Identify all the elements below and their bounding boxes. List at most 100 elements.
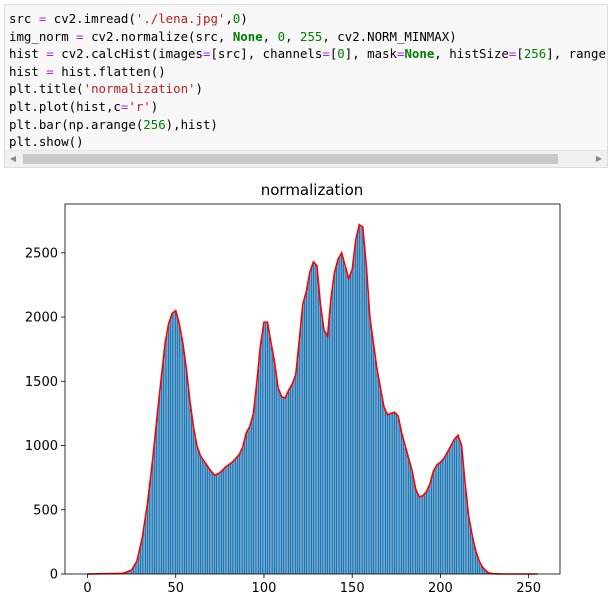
histogram-bar: [302, 304, 303, 574]
histogram-bar: [246, 433, 247, 574]
histogram-bar: [270, 343, 271, 574]
histogram-bar: [320, 304, 321, 574]
horizontal-scrollbar[interactable]: ◀ ▶: [5, 150, 607, 167]
histogram-bar: [210, 471, 211, 574]
histogram-bar: [401, 433, 402, 574]
histogram-bar: [154, 441, 155, 574]
code-token: ,: [263, 29, 278, 44]
histogram-bar: [327, 336, 328, 574]
code-editor[interactable]: src = cv2.imread('./lena.jpg',0)img_norm…: [9, 10, 607, 151]
histogram-bar: [339, 256, 340, 574]
histogram-bar: [452, 442, 453, 574]
histogram-bar: [371, 330, 372, 574]
histogram-bar: [413, 480, 414, 574]
histogram-bar: [427, 488, 428, 574]
histogram-bar: [390, 413, 391, 574]
histogram-bar: [385, 411, 386, 574]
histogram-bar: [316, 266, 317, 574]
histogram-bar: [343, 259, 344, 574]
histogram-bar: [463, 465, 464, 574]
histogram-bar: [449, 449, 450, 574]
histogram-bar: [221, 471, 222, 574]
histogram-bar: [373, 343, 374, 574]
histogram-bar: [397, 416, 398, 574]
histogram-bar: [202, 458, 203, 574]
histogram-bar: [450, 446, 451, 574]
histogram-bar: [173, 312, 174, 574]
histogram-bar: [290, 387, 291, 574]
histogram-bar: [180, 333, 181, 574]
code-token: ], ranges: [546, 46, 607, 61]
scroll-right-icon[interactable]: ▶: [591, 151, 607, 167]
histogram-bar: [311, 267, 312, 574]
x-tick-label: 100: [252, 581, 277, 596]
code-token: 256: [524, 46, 546, 61]
code-cell[interactable]: src = cv2.imread('./lena.jpg',0)img_norm…: [4, 4, 608, 168]
code-token: cv2.imread(: [54, 11, 136, 26]
y-tick-label: 1000: [25, 439, 58, 454]
histogram-bar: [226, 466, 227, 574]
code-token: ,: [225, 11, 232, 26]
histogram-bar: [283, 397, 284, 574]
histogram-bar: [237, 456, 238, 574]
histogram-bar: [459, 440, 460, 574]
x-tick-label: 50: [167, 581, 184, 596]
histogram-bar: [223, 469, 224, 574]
histogram-bar: [355, 240, 356, 574]
code-token: =: [322, 46, 329, 61]
histogram-bar: [304, 298, 305, 574]
code-token: plt.bar(np.arange(: [9, 117, 143, 132]
histogram-bar: [295, 375, 296, 574]
histogram-bar: [445, 455, 446, 574]
histogram-bar: [207, 466, 208, 574]
histogram-bar: [147, 503, 148, 574]
code-token: 'r': [128, 99, 150, 114]
code-token: 0: [337, 46, 344, 61]
histogram-bar: [362, 227, 363, 574]
histogram-bar: [262, 334, 263, 574]
histogram-bar: [314, 264, 315, 574]
histogram-bar: [394, 412, 395, 574]
code-token: =: [39, 64, 61, 79]
scrollbar-thumb[interactable]: [23, 154, 558, 164]
histogram-bar: [249, 426, 250, 574]
histogram-bar: [440, 462, 441, 574]
histogram-bar: [235, 458, 236, 574]
bar-series: [89, 225, 502, 574]
histogram-bar: [313, 262, 314, 574]
histogram-bar: [297, 358, 298, 574]
histogram-bar: [200, 456, 201, 574]
histogram-bar: [318, 285, 319, 574]
histogram-bar: [387, 415, 388, 574]
histogram-bar: [198, 451, 199, 574]
histogram-bar: [433, 471, 434, 574]
histogram-bar: [196, 446, 197, 574]
histogram-bar: [337, 259, 338, 574]
histogram-bar: [392, 413, 393, 574]
histogram-bar: [417, 493, 418, 574]
histogram-bar: [374, 356, 375, 574]
histogram-bar: [426, 492, 427, 574]
code-token: src: [9, 11, 31, 26]
histogram-bar: [369, 317, 370, 574]
histogram-bar: [330, 298, 331, 574]
code-token: 'normalization': [84, 81, 196, 96]
histogram-bar: [205, 464, 206, 574]
histogram-bar: [256, 381, 257, 574]
histogram-bar: [240, 451, 241, 574]
histogram-bar: [189, 401, 190, 574]
code-token: ): [151, 99, 158, 114]
code-token: , histSize: [434, 46, 509, 61]
histogram-bar: [214, 475, 215, 574]
code-token: ,: [285, 29, 300, 44]
histogram-bar: [406, 452, 407, 574]
histogram-bar: [353, 255, 354, 574]
x-tick-label: 150: [340, 581, 365, 596]
histogram-bar: [149, 488, 150, 574]
code-token: plt.plot(hist,c: [9, 99, 121, 114]
histogram-bar: [184, 356, 185, 574]
histogram-bar: [274, 362, 275, 574]
x-tick-label: 250: [516, 581, 541, 596]
scroll-left-icon[interactable]: ◀: [5, 151, 21, 167]
